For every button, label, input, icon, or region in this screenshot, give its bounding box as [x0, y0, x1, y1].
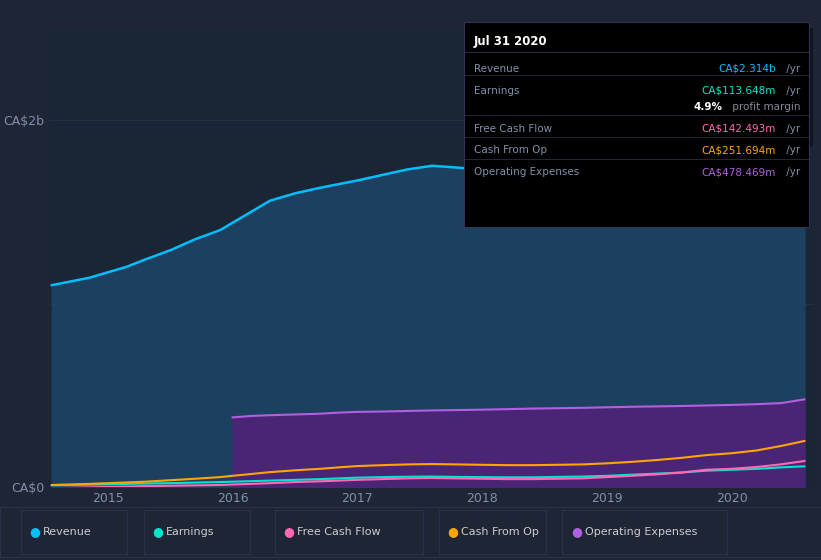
Text: CA$251.694m: CA$251.694m	[701, 146, 776, 156]
Bar	[713, 28, 813, 147]
Text: ●: ●	[447, 525, 459, 539]
Text: Jul 31 2020: Jul 31 2020	[474, 35, 548, 48]
Text: Cash From Op: Cash From Op	[474, 146, 547, 156]
Text: ●: ●	[571, 525, 582, 539]
Text: /yr: /yr	[783, 146, 800, 156]
Text: Free Cash Flow: Free Cash Flow	[474, 124, 552, 134]
Text: /yr: /yr	[783, 86, 800, 96]
Text: Earnings: Earnings	[474, 86, 519, 96]
Text: Earnings: Earnings	[166, 527, 214, 537]
Text: /yr: /yr	[783, 64, 800, 74]
Text: Revenue: Revenue	[474, 64, 519, 74]
Text: Operating Expenses: Operating Expenses	[585, 527, 697, 537]
Text: /yr: /yr	[783, 124, 800, 134]
Text: Cash From Op: Cash From Op	[461, 527, 539, 537]
Text: CA$142.493m: CA$142.493m	[701, 124, 776, 134]
Text: ●: ●	[29, 525, 40, 539]
Text: CA$113.648m: CA$113.648m	[701, 86, 776, 96]
Text: Free Cash Flow: Free Cash Flow	[297, 527, 381, 537]
Text: CA$2.314b: CA$2.314b	[718, 64, 776, 74]
Text: 4.9%: 4.9%	[694, 102, 722, 112]
Text: profit margin: profit margin	[729, 102, 800, 112]
Text: Revenue: Revenue	[43, 527, 91, 537]
Text: ●: ●	[152, 525, 163, 539]
Text: ●: ●	[283, 525, 295, 539]
Text: Operating Expenses: Operating Expenses	[474, 167, 579, 178]
Text: CA$478.469m: CA$478.469m	[701, 167, 776, 178]
Text: /yr: /yr	[783, 167, 800, 178]
